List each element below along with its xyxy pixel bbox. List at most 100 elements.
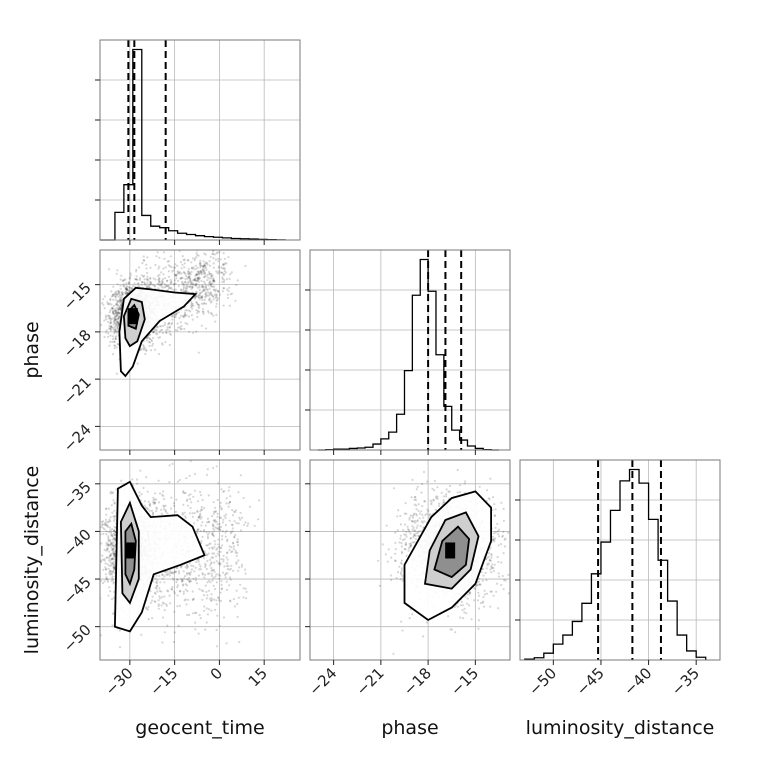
scatter-point [171, 462, 174, 465]
scatter-point [187, 494, 190, 497]
scatter-point [222, 267, 226, 270]
scatter-point [172, 283, 176, 286]
scatter-point [205, 261, 208, 264]
scatter-point [111, 534, 114, 537]
scatter-point [230, 564, 233, 567]
scatter-point [126, 291, 129, 294]
scatter-point [110, 303, 113, 306]
scatter-point [173, 282, 176, 286]
scatter-point [112, 532, 115, 535]
scatter-point [115, 302, 118, 305]
scatter-point [103, 548, 106, 552]
scatter-point [111, 612, 115, 615]
scatter-geocent-time-vs-phase-panel: −24−21−18−15 [60, 249, 301, 456]
scatter-point [107, 507, 111, 510]
scatter-point [232, 598, 235, 601]
scatter-point [205, 286, 208, 290]
scatter-point [226, 562, 229, 565]
scatter-point [146, 271, 149, 274]
scatter-point [190, 288, 193, 291]
scatter-point [118, 304, 121, 307]
scatter-point [204, 291, 207, 294]
scatter-point [203, 264, 206, 267]
scatter-point [176, 279, 180, 282]
scatter-point [143, 278, 146, 281]
scatter-point [111, 528, 114, 531]
scatter-point [197, 273, 200, 276]
scatter-point [113, 529, 116, 532]
scatter-point [217, 562, 220, 565]
scatter-point [142, 275, 145, 278]
scatter-point [213, 285, 216, 288]
scatter-point [155, 507, 158, 510]
scatter-point [191, 318, 194, 321]
scatter-point [158, 279, 161, 282]
scatter-point [183, 262, 186, 265]
scatter-point [116, 324, 119, 327]
scatter-point [200, 295, 203, 298]
scatter-point [153, 501, 156, 504]
scatter-point [110, 534, 113, 537]
scatter-point [194, 579, 197, 582]
scatter-point [234, 551, 237, 554]
scatter-point [161, 573, 164, 577]
scatter-point [189, 277, 192, 280]
scatter-point [152, 336, 155, 340]
scatter-point [171, 270, 174, 273]
scatter-point [213, 280, 216, 283]
scatter-point [209, 281, 212, 284]
scatter-point [202, 289, 205, 292]
scatter-point [201, 286, 204, 289]
scatter-point [203, 264, 206, 267]
scatter-point [165, 331, 168, 334]
scatter-point [113, 552, 116, 555]
scatter-point [114, 292, 117, 295]
scatter-point [126, 288, 129, 292]
scatter-point [107, 540, 110, 543]
scatter-point [199, 266, 202, 269]
scatter-point [203, 252, 206, 255]
scatter-point [210, 593, 213, 596]
scatter-point [128, 276, 131, 279]
scatter-point [161, 601, 164, 604]
scatter-point [157, 607, 160, 610]
scatter-point [187, 290, 190, 294]
scatter-point [103, 319, 106, 322]
scatter-point [182, 271, 185, 274]
scatter-point [221, 571, 225, 574]
scatter-point [186, 276, 189, 279]
scatter-point [215, 305, 218, 308]
scatter-point [229, 273, 232, 276]
scatter-point [179, 590, 182, 593]
scatter-point [219, 293, 222, 296]
scatter-point [221, 521, 225, 524]
scatter-point [189, 279, 192, 283]
scatter-point [205, 268, 208, 271]
scatter-point [190, 301, 193, 304]
scatter-point [113, 509, 116, 512]
scatter-point [184, 322, 187, 325]
scatter-point [188, 561, 191, 565]
scatter-point [209, 283, 212, 286]
scatter-point [149, 282, 153, 285]
scatter-point [214, 506, 217, 509]
scatter-point [188, 580, 191, 583]
scatter-point [127, 282, 130, 285]
scatter-point [158, 331, 161, 334]
scatter-point [216, 271, 219, 274]
scatter-point [166, 589, 169, 592]
scatter-point [173, 631, 176, 634]
scatter-point [198, 298, 201, 301]
scatter-point [165, 285, 168, 288]
scatter-point [116, 300, 119, 303]
scatter-point [190, 261, 193, 264]
scatter-point [208, 281, 211, 284]
scatter-point [244, 587, 247, 590]
scatter-point [211, 285, 214, 288]
scatter-point [239, 583, 242, 586]
scatter-point [170, 571, 173, 574]
scatter-point [157, 278, 160, 281]
scatter-point [147, 286, 150, 289]
scatter-point [116, 321, 119, 324]
